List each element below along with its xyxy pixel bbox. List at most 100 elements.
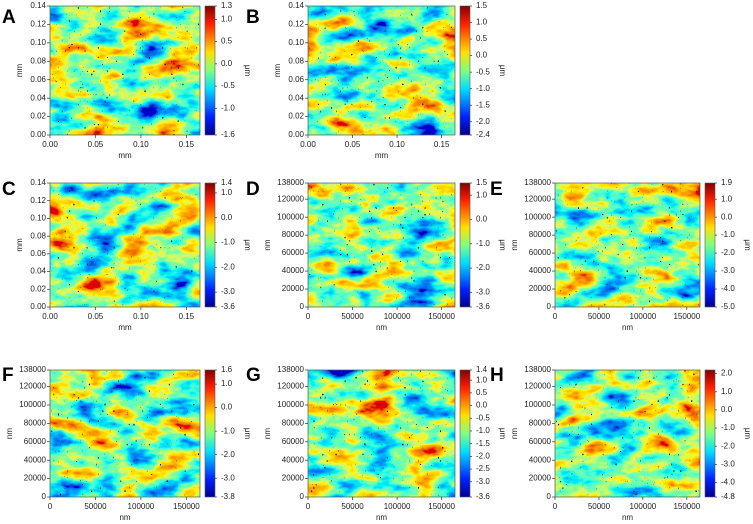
colorbar-label: μm — [498, 428, 507, 440]
colorbar-tick-label: -4.0 — [721, 284, 735, 293]
y-tick-label: 20000 — [282, 474, 305, 483]
colorbar-tick-label: -3.6 — [221, 302, 235, 311]
y-tick-label: 0.02 — [288, 112, 304, 121]
colorbar-tick-label: 1.0 — [221, 379, 233, 388]
colorbar-tick-label: -2.0 — [476, 263, 490, 272]
x-axis-label: nm — [376, 513, 387, 522]
y-tick-label: 100000 — [277, 400, 304, 409]
colorbar-tick-label: -2.0 — [721, 441, 735, 450]
x-tick-label: 0.10 — [133, 312, 149, 321]
colorbar — [204, 182, 216, 308]
y-tick-label: 0.14 — [30, 178, 46, 187]
y-tick-label: 0.04 — [30, 267, 46, 276]
colorbar — [204, 369, 216, 498]
y-tick-label: 0.00 — [30, 130, 46, 139]
y-tick-label: 20000 — [529, 474, 552, 483]
colorbar-tick-label: -2.0 — [721, 248, 735, 257]
x-axis-label: nm — [376, 323, 387, 332]
colorbar-tick-label: 0.5 — [476, 388, 488, 397]
colorbar-tick-label: -1.0 — [721, 423, 735, 432]
y-tick-label: 0.04 — [288, 93, 304, 102]
y-tick-label: 120000 — [277, 194, 304, 203]
y-tick-label: 40000 — [282, 266, 305, 275]
x-tick-label: 0.05 — [88, 312, 104, 321]
y-axis-label: nm — [263, 428, 272, 439]
colorbar — [204, 5, 216, 136]
x-tick-label: 50000 — [84, 502, 107, 511]
colorbar — [459, 5, 471, 136]
x-axis-label: mm — [118, 323, 132, 332]
x-axis-label: mm — [375, 151, 389, 160]
colorbar-tick-label: 0.0 — [721, 405, 733, 414]
colorbar — [459, 369, 471, 498]
colorbar-tick-label: -4.8 — [721, 492, 735, 501]
y-tick-label: 0.14 — [288, 1, 304, 10]
y-tick-label: 0.06 — [30, 249, 46, 258]
y-tick-label: 0.02 — [30, 284, 46, 293]
x-tick-label: 0.10 — [389, 140, 405, 149]
colorbar-tick-label: -1.0 — [476, 84, 490, 93]
colorbar-tick-label: -3.6 — [476, 492, 490, 501]
y-tick-label: 0.04 — [30, 93, 46, 102]
colorbar-tick-label: -0.5 — [221, 81, 235, 90]
colorbar-tick-label: 1.0 — [476, 190, 488, 199]
y-tick-label: 40000 — [282, 455, 305, 464]
y-tick-label: 0.12 — [30, 196, 46, 205]
y-axis-label: mm — [15, 64, 24, 78]
panel-label: E — [490, 179, 503, 200]
y-tick-label: 0.08 — [30, 56, 46, 65]
x-tick-label: 150000 — [673, 502, 700, 511]
y-tick-label: 60000 — [282, 248, 305, 257]
y-tick-label: 138000 — [277, 365, 304, 374]
y-axis-label: nm — [263, 239, 272, 250]
x-tick-label: 0 — [306, 502, 311, 511]
y-tick-label: 0.06 — [30, 75, 46, 84]
colorbar-tick-label: -1.5 — [476, 100, 490, 109]
y-tick-label: 0.00 — [288, 130, 304, 139]
panel-label: C — [2, 179, 16, 200]
x-tick-label: 100000 — [384, 312, 411, 321]
y-tick-label: 100000 — [19, 400, 46, 409]
x-axis-label: nm — [119, 513, 130, 522]
colorbar-label: μm — [243, 239, 252, 251]
x-tick-label: 0.10 — [133, 140, 149, 149]
colorbar-tick-label: -2.4 — [476, 130, 490, 139]
colorbar-tick-label: 1.0 — [221, 188, 233, 197]
y-tick-label: 138000 — [524, 178, 551, 187]
y-tick-label: 0.08 — [288, 56, 304, 65]
x-tick-label: 150000 — [673, 312, 700, 321]
y-axis-label: nm — [510, 428, 519, 439]
x-axis-label: mm — [118, 151, 132, 160]
plot-frame — [49, 5, 201, 136]
colorbar-tick-label: -2.5 — [476, 464, 490, 473]
y-tick-label: 0.00 — [30, 302, 46, 311]
colorbar-tick-label: -3.8 — [221, 492, 235, 501]
colorbar-tick-label: 0.5 — [221, 37, 233, 46]
y-tick-label: 80000 — [282, 230, 305, 239]
colorbar-tick-label: -5.0 — [721, 302, 735, 311]
colorbar-label: μm — [498, 239, 507, 251]
plot-frame — [554, 182, 701, 308]
surface-map — [555, 370, 700, 497]
colorbar-tick-label: -1.0 — [221, 238, 235, 247]
x-tick-label: 100000 — [630, 312, 657, 321]
colorbar — [704, 369, 716, 498]
colorbar-tick-label: 0.0 — [221, 403, 233, 412]
x-tick-label: 0.15 — [179, 312, 195, 321]
y-tick-label: 60000 — [24, 437, 47, 446]
colorbar-label: μm — [243, 428, 252, 440]
x-axis-label: nm — [622, 513, 633, 522]
x-tick-label: 150000 — [428, 502, 455, 511]
y-axis-label: nm — [510, 239, 519, 250]
y-tick-label: 0 — [300, 302, 305, 311]
y-tick-label: 0.10 — [30, 38, 46, 47]
x-tick-label: 100000 — [384, 502, 411, 511]
y-tick-label: 40000 — [24, 455, 47, 464]
colorbar-tick-label: 1.0 — [476, 375, 488, 384]
x-tick-label: 100000 — [630, 502, 657, 511]
y-tick-label: 80000 — [529, 230, 552, 239]
colorbar-tick-label: -2.0 — [221, 450, 235, 459]
colorbar-tick-label: -1.0 — [221, 103, 235, 112]
plot-frame — [49, 369, 201, 498]
